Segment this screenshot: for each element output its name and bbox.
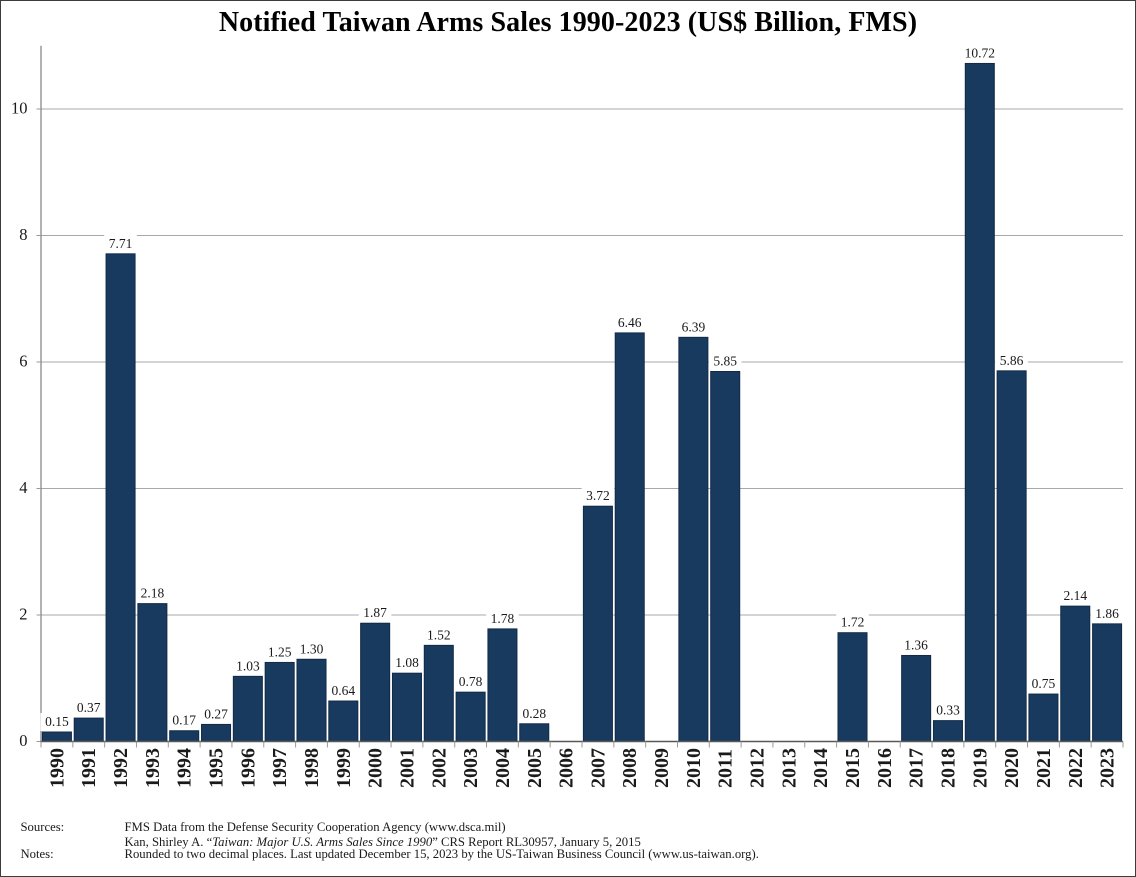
svg-text:0.17: 0.17 xyxy=(172,713,196,728)
svg-text:0.64: 0.64 xyxy=(331,683,355,698)
svg-text:1.86: 1.86 xyxy=(1095,606,1119,621)
svg-text:2018: 2018 xyxy=(938,748,960,788)
svg-text:1996: 1996 xyxy=(237,748,259,788)
svg-text:6: 6 xyxy=(19,352,27,371)
svg-text:2.18: 2.18 xyxy=(141,586,165,601)
svg-text:4: 4 xyxy=(19,478,27,497)
svg-text:1993: 1993 xyxy=(142,748,164,788)
svg-text:2013: 2013 xyxy=(778,748,800,788)
svg-text:1992: 1992 xyxy=(110,748,132,788)
svg-text:0.75: 0.75 xyxy=(1032,676,1056,691)
svg-text:2001: 2001 xyxy=(397,748,419,788)
svg-text:2017: 2017 xyxy=(906,748,928,788)
svg-text:7.71: 7.71 xyxy=(109,236,133,251)
svg-text:1.78: 1.78 xyxy=(491,611,515,626)
svg-text:1997: 1997 xyxy=(269,748,291,788)
svg-text:2023: 2023 xyxy=(1097,748,1119,788)
svg-text:1994: 1994 xyxy=(174,748,196,788)
svg-text:6.39: 6.39 xyxy=(682,319,706,334)
svg-text:1.87: 1.87 xyxy=(363,605,387,620)
svg-text:2003: 2003 xyxy=(460,748,482,788)
svg-text:0.15: 0.15 xyxy=(45,714,69,729)
svg-text:2012: 2012 xyxy=(747,748,769,788)
svg-text:5.86: 5.86 xyxy=(1000,353,1024,368)
svg-text:1.36: 1.36 xyxy=(904,638,928,653)
svg-text:0.27: 0.27 xyxy=(204,706,228,721)
svg-text:2005: 2005 xyxy=(524,748,546,788)
svg-text:0.33: 0.33 xyxy=(936,703,960,718)
svg-text:1991: 1991 xyxy=(78,748,100,788)
svg-text:2: 2 xyxy=(19,605,27,624)
svg-text:2014: 2014 xyxy=(810,748,832,788)
svg-text:2015: 2015 xyxy=(842,748,864,788)
svg-text:3.72: 3.72 xyxy=(586,488,610,503)
svg-text:10: 10 xyxy=(11,99,28,118)
svg-text:1999: 1999 xyxy=(333,748,355,788)
svg-text:6.46: 6.46 xyxy=(618,315,642,330)
svg-text:1990: 1990 xyxy=(46,748,68,788)
svg-text:2002: 2002 xyxy=(428,748,450,788)
svg-text:2020: 2020 xyxy=(1001,748,1023,788)
svg-text:1.30: 1.30 xyxy=(300,641,324,656)
svg-text:2008: 2008 xyxy=(619,748,641,788)
svg-text:0.78: 0.78 xyxy=(459,674,483,689)
svg-text:1.03: 1.03 xyxy=(236,658,260,673)
svg-text:2007: 2007 xyxy=(587,748,609,788)
svg-text:2006: 2006 xyxy=(556,748,578,788)
svg-text:2010: 2010 xyxy=(683,748,705,788)
svg-text:1.25: 1.25 xyxy=(268,644,292,659)
svg-text:1.72: 1.72 xyxy=(841,615,865,630)
svg-text:1.52: 1.52 xyxy=(427,627,451,642)
svg-text:2016: 2016 xyxy=(874,748,896,788)
svg-text:8: 8 xyxy=(19,225,27,244)
svg-text:2011: 2011 xyxy=(715,749,737,788)
svg-text:0: 0 xyxy=(19,731,27,750)
svg-text:1998: 1998 xyxy=(301,748,323,788)
svg-text:1995: 1995 xyxy=(206,748,228,788)
svg-text:2004: 2004 xyxy=(492,748,514,788)
svg-text:2021: 2021 xyxy=(1033,748,1055,788)
svg-text:0.28: 0.28 xyxy=(522,706,546,721)
svg-text:2.14: 2.14 xyxy=(1063,588,1087,603)
svg-text:1.08: 1.08 xyxy=(395,655,419,670)
svg-text:10.72: 10.72 xyxy=(965,46,995,61)
svg-text:0.37: 0.37 xyxy=(77,700,101,715)
svg-text:2022: 2022 xyxy=(1065,748,1087,788)
svg-text:2019: 2019 xyxy=(969,748,991,788)
svg-text:2000: 2000 xyxy=(365,748,387,788)
svg-text:2009: 2009 xyxy=(651,748,673,788)
svg-text:5.85: 5.85 xyxy=(713,354,737,369)
